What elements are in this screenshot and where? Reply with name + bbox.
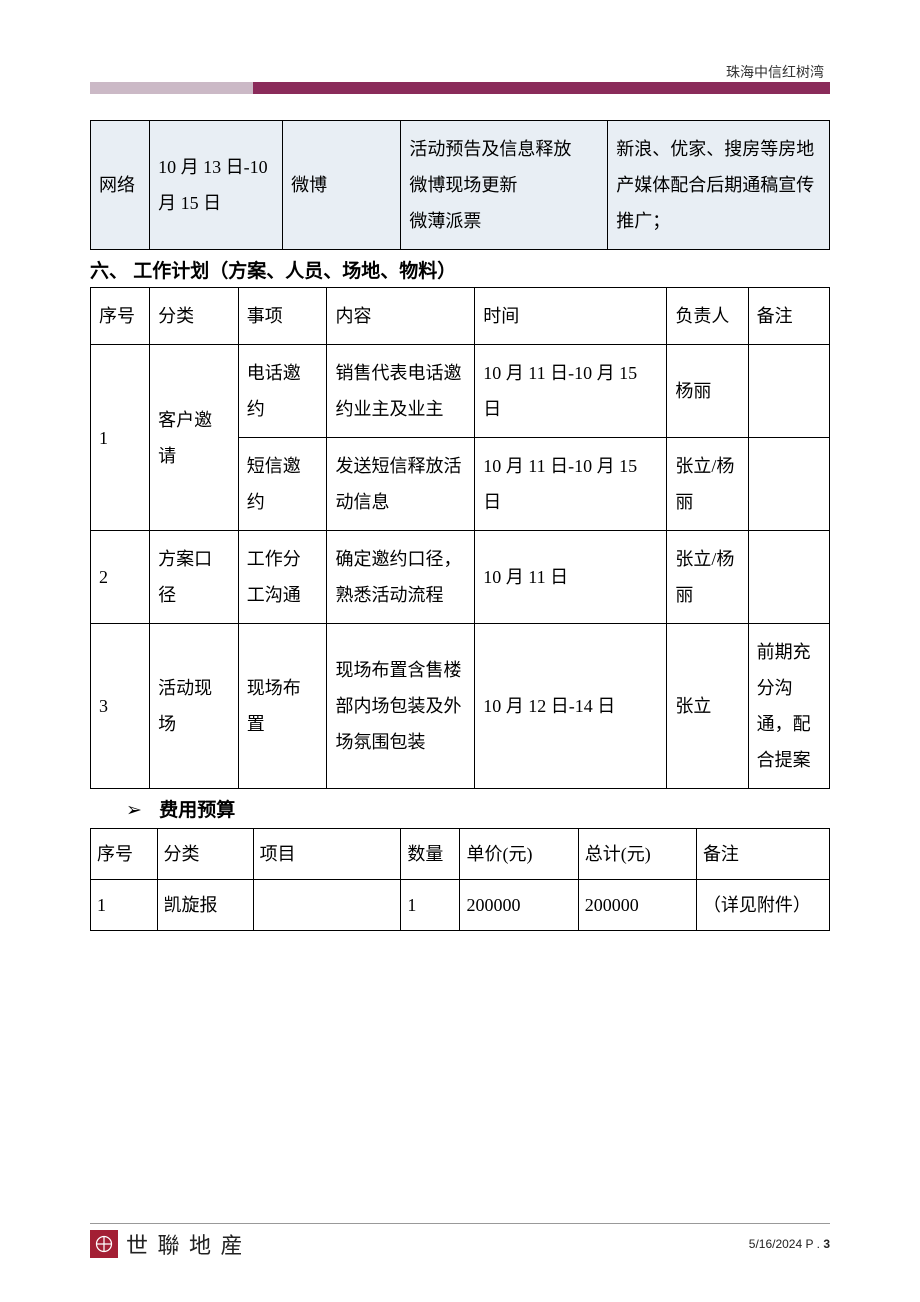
cell-owner: 张立/杨丽 [667,438,748,531]
cell-channel: 网络 [91,121,150,250]
header-bar-right [253,82,830,94]
work-plan-table: 序号 分类 事项 内容 时间 负责人 备注 1 客户邀请 电话邀约 销售代表电话… [90,287,830,789]
budget-heading: ➢ 费用预算 [126,795,830,822]
cell-date: 10 月 13 日-10 月 15 日 [150,121,283,250]
cell-owner: 张立/杨丽 [667,531,748,624]
col-seq: 序号 [91,288,150,345]
section-label: 工作计划（方案、人员、场地、物料） [133,261,456,282]
document-page: 珠海中信红树湾 网络 10 月 13 日-10 月 15 日 微博 活动预告及信… [0,0,920,1302]
cell-content: 销售代表电话邀约业主及业主 [327,345,475,438]
budget-table: 序号 分类 项目 数量 单价(元) 总计(元) 备注 1 凯旋报 1 20000… [90,828,830,931]
col-item: 项目 [253,829,401,880]
footer-date: 5/16/2024 [749,1237,802,1251]
cell-time: 10 月 11 日-10 月 15 日 [475,438,667,531]
cell-time: 10 月 11 日-10 月 15 日 [475,345,667,438]
budget-title: 费用预算 [159,800,235,821]
arrow-icon: ➢ [126,800,142,821]
cell-partner: 新浪、优家、搜房等房地产媒体配合后期通稿宣传推广； [608,121,830,250]
cell-total: 200000 [578,880,696,931]
cell-note [748,345,829,438]
cell-item [253,880,401,931]
cell-qty: 1 [401,880,460,931]
table-row: 1 凯旋报 1 200000 200000 （详见附件） [91,880,830,931]
cell-cat: 活动现场 [150,624,239,789]
brand-logo-icon [90,1230,118,1258]
page-footer: 世 聯 地 産 5/16/2024 P . 3 [90,1223,830,1260]
header-bar-left [90,82,253,94]
col-qty: 数量 [401,829,460,880]
cell-content: 活动预告及信息释放 微博现场更新 微薄派票 [401,121,608,250]
col-total: 总计(元) [578,829,696,880]
cell-note: （详见附件） [696,880,829,931]
col-unit: 单价(元) [460,829,578,880]
cell-event: 电话邀约 [238,345,327,438]
footer-page-label: P . [806,1237,820,1251]
cell-note: 前期充分沟通，配合提案 [748,624,829,789]
table-header-row: 序号 分类 事项 内容 时间 负责人 备注 [91,288,830,345]
cell-seq: 2 [91,531,150,624]
header-bar [90,82,830,94]
cell-content: 发送短信释放活动信息 [327,438,475,531]
section-index: 六、 [90,261,128,282]
footer-page-num: 3 [823,1237,830,1251]
col-note: 备注 [696,829,829,880]
cell-content: 现场布置含售楼部内场包装及外场氛围包装 [327,624,475,789]
table-row: 1 客户邀请 电话邀约 销售代表电话邀约业主及业主 10 月 11 日-10 月… [91,345,830,438]
page-content: 网络 10 月 13 日-10 月 15 日 微博 活动预告及信息释放 微博现场… [90,120,830,931]
col-owner: 负责人 [667,288,748,345]
footer-row: 世 聯 地 産 5/16/2024 P . 3 [90,1228,830,1260]
cell-platform: 微博 [283,121,401,250]
col-time: 时间 [475,288,667,345]
cell-event: 现场布置 [238,624,327,789]
table-row: 2 方案口径 工作分工沟通 确定邀约口径，熟悉活动流程 10 月 11 日 张立… [91,531,830,624]
cell-unit: 200000 [460,880,578,931]
cell-seq: 1 [91,880,158,931]
cell-owner: 张立 [667,624,748,789]
cell-note [748,531,829,624]
footer-right: 5/16/2024 P . 3 [749,1237,830,1251]
cell-content: 确定邀约口径，熟悉活动流程 [327,531,475,624]
cell-cat: 方案口径 [150,531,239,624]
header-title-right: 珠海中信红树湾 [726,62,824,82]
footer-brand-text: 世 聯 地 産 [126,1228,245,1260]
col-note: 备注 [748,288,829,345]
table-header-row: 序号 分类 项目 数量 单价(元) 总计(元) 备注 [91,829,830,880]
cell-event: 短信邀约 [238,438,327,531]
cell-event: 工作分工沟通 [238,531,327,624]
cell-owner: 杨丽 [667,345,748,438]
cell-time: 10 月 11 日 [475,531,667,624]
cell-cat: 凯旋报 [157,880,253,931]
col-cat: 分类 [157,829,253,880]
cell-cat: 客户邀请 [150,345,239,531]
cell-seq: 3 [91,624,150,789]
cell-seq: 1 [91,345,150,531]
col-content: 内容 [327,288,475,345]
col-seq: 序号 [91,829,158,880]
footer-divider [90,1223,830,1224]
footer-left: 世 聯 地 産 [90,1228,245,1260]
col-cat: 分类 [150,288,239,345]
table-row: 网络 10 月 13 日-10 月 15 日 微博 活动预告及信息释放 微博现场… [91,121,830,250]
cell-note [748,438,829,531]
section-6-title: 六、 工作计划（方案、人员、场地、物料） [90,256,830,283]
col-event: 事项 [238,288,327,345]
media-table: 网络 10 月 13 日-10 月 15 日 微博 活动预告及信息释放 微博现场… [90,120,830,250]
cell-time: 10 月 12 日-14 日 [475,624,667,789]
table-row: 3 活动现场 现场布置 现场布置含售楼部内场包装及外场氛围包装 10 月 12 … [91,624,830,789]
